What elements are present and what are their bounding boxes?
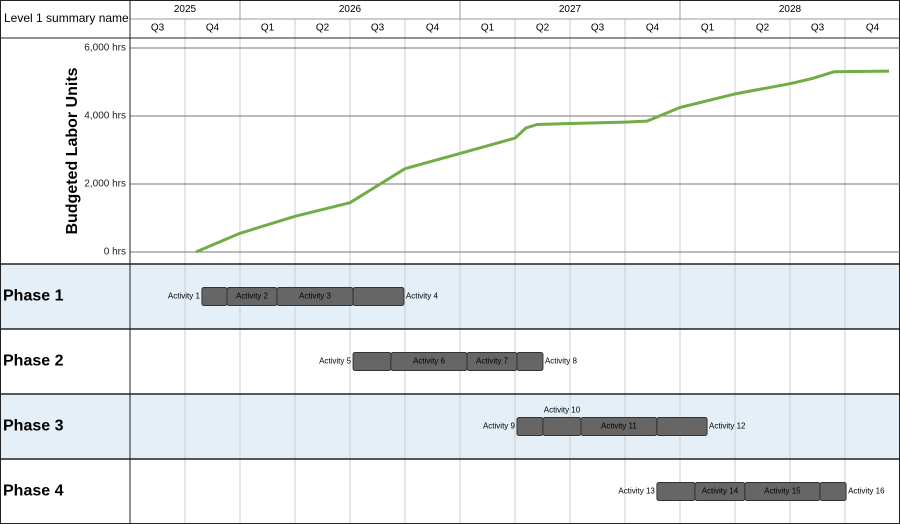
activity-bar xyxy=(819,482,847,501)
y-tick-label: 6,000 hrs xyxy=(84,43,126,54)
activity-bar xyxy=(352,287,405,306)
year-label: 2025 xyxy=(174,4,197,15)
phase-name: Phase 2 xyxy=(3,353,64,370)
activity-bar xyxy=(656,417,708,436)
activity-label: Activity 6 xyxy=(413,357,446,366)
activity-label: Activity 2 xyxy=(236,292,269,301)
y-tick-label: 2,000 hrs xyxy=(84,179,126,190)
year-label: 2027 xyxy=(559,4,582,15)
quarter-label: Q2 xyxy=(756,23,770,34)
quarter-label: Q3 xyxy=(151,23,165,34)
activity-label: Activity 13 xyxy=(618,487,655,496)
quarter-label: Q3 xyxy=(371,23,385,34)
activity-label: Activity 8 xyxy=(545,357,578,366)
activity-label: Activity 11 xyxy=(601,422,637,431)
activity-label: Activity 7 xyxy=(476,357,509,366)
quarter-label: Q1 xyxy=(701,23,715,34)
activity-bar xyxy=(656,482,696,501)
activity-label: Activity 10 xyxy=(544,406,581,415)
phase-row-bg xyxy=(0,264,900,329)
labor-line xyxy=(195,69,890,254)
y-axis-title: Budgeted Labor Units xyxy=(64,67,81,234)
quarter-label: Q4 xyxy=(206,23,220,34)
header-label: Level 1 summary name xyxy=(4,11,129,25)
activity-bar xyxy=(516,352,544,371)
phase-name: Phase 4 xyxy=(3,483,64,500)
activity-label: Activity 4 xyxy=(406,292,439,301)
phase-row-bg xyxy=(0,394,900,459)
activity-label: Activity 3 xyxy=(299,292,332,301)
quarter-label: Q4 xyxy=(866,23,880,34)
activity-label: Activity 15 xyxy=(764,487,801,496)
activity-bar xyxy=(352,352,392,371)
year-label: 2028 xyxy=(779,4,802,15)
activity-label: Activity 5 xyxy=(319,357,352,366)
quarter-label: Q4 xyxy=(646,23,660,34)
phase-name: Phase 3 xyxy=(3,418,64,435)
activity-label: Activity 12 xyxy=(709,422,746,431)
phase-name: Phase 1 xyxy=(3,288,64,305)
activity-label: Activity 1 xyxy=(168,292,201,301)
quarter-label: Q3 xyxy=(811,23,825,34)
activity-label: Activity 9 xyxy=(483,422,516,431)
year-label: 2026 xyxy=(339,4,362,15)
activity-bar xyxy=(516,417,544,436)
activity-label: Activity 16 xyxy=(848,487,885,496)
y-tick-label: 0 hrs xyxy=(104,247,126,258)
quarter-label: Q2 xyxy=(316,23,330,34)
quarter-label: Q4 xyxy=(426,23,440,34)
quarter-label: Q1 xyxy=(261,23,275,34)
activity-bar xyxy=(201,287,228,306)
quarter-label: Q1 xyxy=(481,23,495,34)
y-tick-label: 4,000 hrs xyxy=(84,111,126,122)
activity-bar xyxy=(542,417,582,436)
quarter-label: Q3 xyxy=(591,23,605,34)
quarter-label: Q2 xyxy=(536,23,550,34)
activity-label: Activity 14 xyxy=(702,487,739,496)
